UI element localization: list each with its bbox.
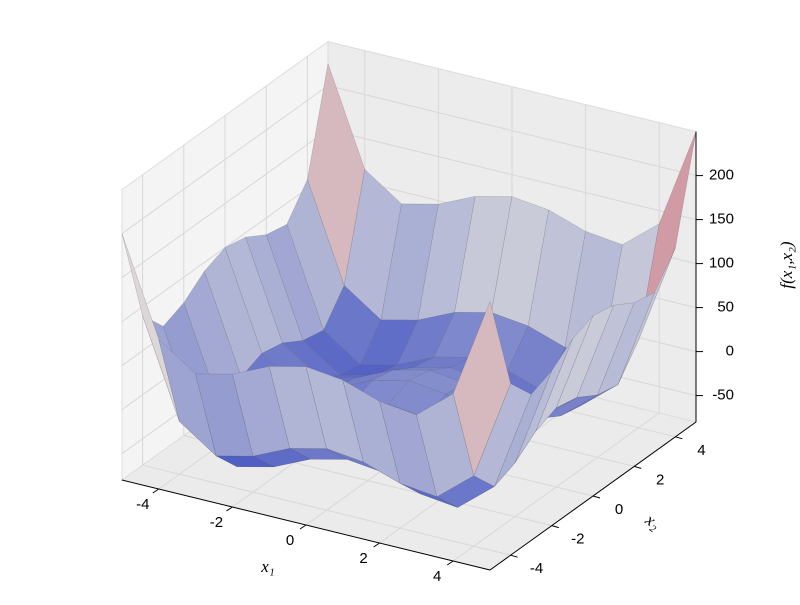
z-tick-label: 150 — [709, 211, 734, 228]
z-tick-label: 200 — [709, 167, 734, 184]
z-tick-label: -50 — [712, 387, 734, 404]
y-tick-label: 4 — [697, 442, 705, 459]
x-tick — [373, 542, 380, 548]
x-tick-label: -4 — [136, 496, 149, 513]
grid-line — [327, 129, 697, 221]
y-tick — [510, 554, 518, 558]
x-tick — [226, 506, 233, 512]
surface-patch — [453, 301, 511, 477]
z-tick-label: 100 — [709, 255, 734, 272]
y-tick — [634, 465, 642, 469]
x-tick — [299, 524, 307, 530]
x-tick — [152, 488, 160, 494]
y-tick-label: -2 — [571, 531, 584, 548]
y-tick-label: -4 — [530, 560, 543, 577]
y-axis-title: x₂ — [641, 509, 664, 533]
y-tick-label: 2 — [656, 471, 664, 488]
x-tick — [446, 560, 454, 566]
grid-line — [121, 85, 329, 235]
y-tick-label: 0 — [615, 501, 623, 518]
y-tick — [551, 525, 559, 529]
surface — [121, 63, 697, 508]
x-tick-label: 4 — [433, 568, 441, 585]
grid-line — [327, 85, 697, 177]
x-axis-title: x₁ — [260, 557, 274, 576]
x-tick-label: 0 — [286, 532, 294, 549]
z-axis-title: f(x₁,x₂) — [777, 241, 796, 289]
x-tick-label: -2 — [210, 514, 223, 531]
x-tick-label: 2 — [359, 550, 367, 567]
z-tick-label: 0 — [726, 343, 734, 360]
grid-line — [142, 464, 511, 556]
grid-line — [121, 129, 329, 279]
y-tick — [675, 436, 683, 440]
y-tick — [592, 495, 601, 499]
z-tick-label: 50 — [717, 299, 734, 316]
axes: -4 -2 0 2 4 -4 -2 0 2 4 -50 0 50 100 150 200 — [121, 131, 734, 585]
